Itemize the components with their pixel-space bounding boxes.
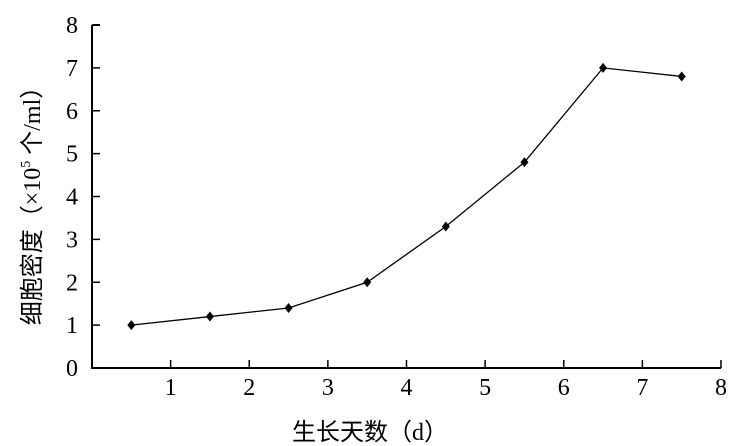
series <box>127 62 686 331</box>
data-point <box>363 277 372 288</box>
y-axis-title-tail: 个/ml） <box>19 75 46 161</box>
ticks: 0 1 2 3 4 5 6 7 8 1 2 3 4 5 6 7 8 <box>66 13 727 401</box>
x-tick-label: 6 <box>558 375 570 401</box>
x-tick-label: 8 <box>715 375 727 401</box>
y-tick-label: 2 <box>66 270 78 296</box>
data-point <box>284 302 293 313</box>
y-tick-label: 6 <box>66 99 78 125</box>
axes <box>91 24 721 369</box>
x-tick-label: 3 <box>322 375 334 401</box>
y-axis-title-main: 细胞密度（×10 <box>19 168 46 326</box>
y-tick-label: 0 <box>66 356 78 382</box>
x-tick-label: 4 <box>401 375 413 401</box>
x-tick-label: 7 <box>636 375 648 401</box>
x-axis-title: 生长天数（d） <box>292 419 448 446</box>
series-line <box>131 67 682 326</box>
data-point <box>520 157 529 168</box>
y-tick-label: 3 <box>66 227 78 253</box>
y-tick-label: 7 <box>66 56 78 82</box>
y-tick-label: 1 <box>66 313 78 339</box>
y-tick-label: 8 <box>66 13 78 39</box>
y-axis-title: 细胞密度（×105 个/ml） <box>19 75 46 326</box>
data-point <box>441 221 450 232</box>
data-point <box>127 320 136 331</box>
data-point <box>677 71 686 82</box>
y-tick-label: 4 <box>66 185 78 211</box>
x-tick-label: 5 <box>479 375 491 401</box>
data-point <box>599 62 608 73</box>
y-tick-label: 5 <box>66 142 78 168</box>
data-point <box>205 311 214 322</box>
x-tick-label: 1 <box>165 375 177 401</box>
x-tick-label: 2 <box>243 375 255 401</box>
y-axis-title-sup: 5 <box>19 161 34 168</box>
